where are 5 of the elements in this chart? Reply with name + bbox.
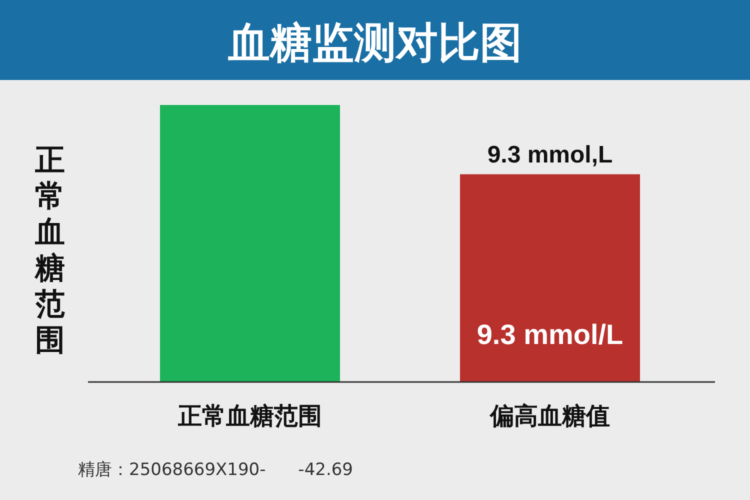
annotation: 9.3 mmol/L — [476, 319, 624, 350]
annotation: 9.3 mmol,L — [487, 141, 613, 168]
chart-title: 血糖监测对比图 — [227, 18, 522, 67]
x-tick-label: 偏高血糖值 — [489, 402, 610, 430]
text: 精唐：25068669X190- -42.69 — [78, 460, 353, 480]
